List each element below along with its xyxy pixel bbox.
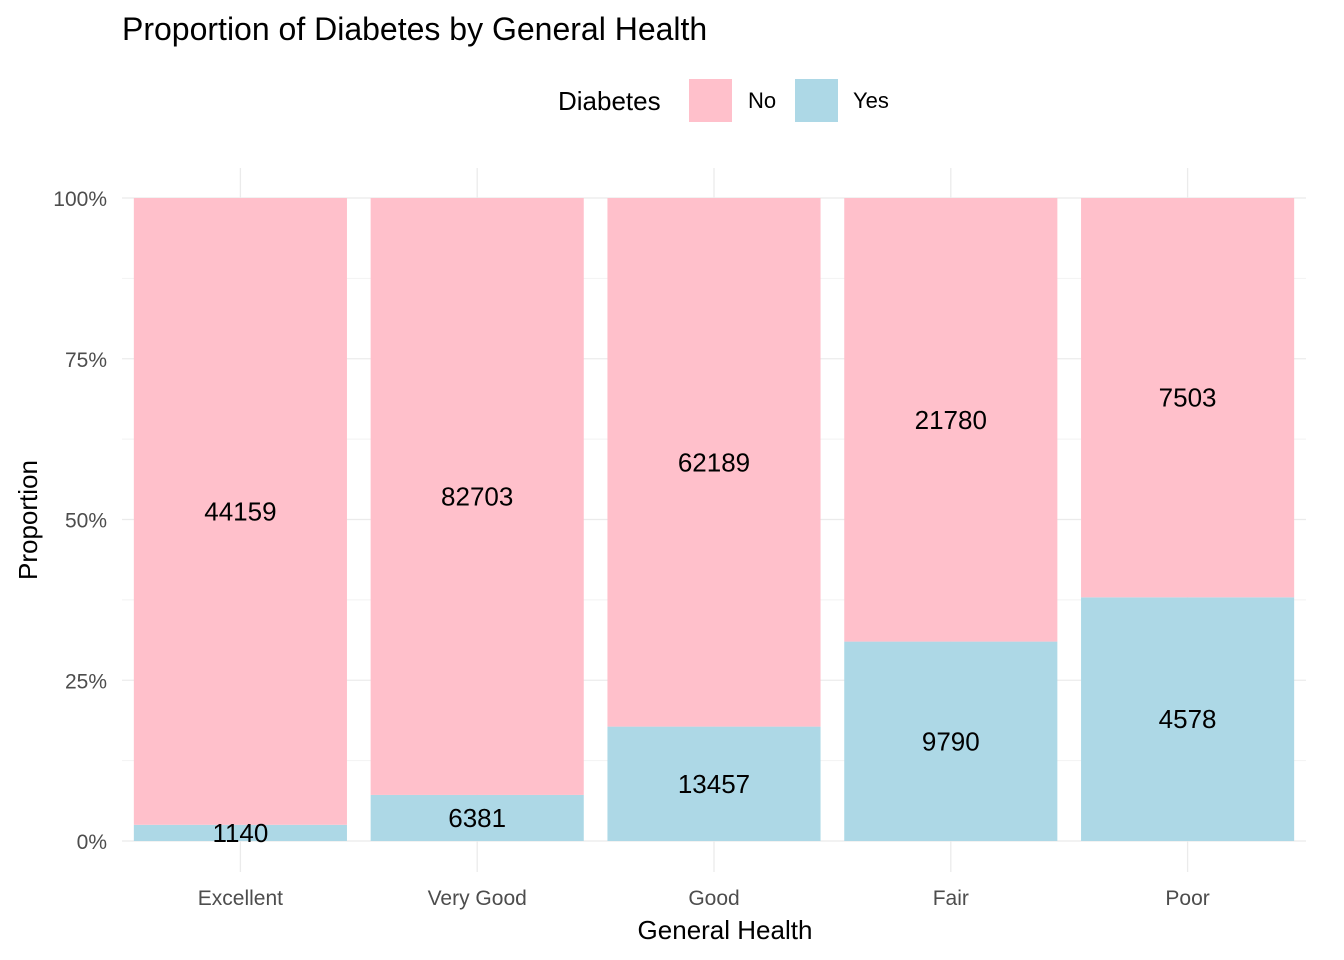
y-axis-title: Proportion <box>13 460 43 580</box>
chart-title: Proportion of Diabetes by General Health <box>122 11 707 47</box>
bar-value-label: 1140 <box>212 818 268 848</box>
y-tick-label: 75% <box>65 349 107 372</box>
bar-value-label: 7503 <box>1159 383 1217 413</box>
y-tick-label: 100% <box>53 188 107 211</box>
bars <box>133 198 1295 841</box>
bar-fair-yes <box>844 641 1058 841</box>
y-tick-label: 25% <box>65 670 107 693</box>
legend-label-yes: Yes <box>853 88 889 113</box>
bar-value-label: 9790 <box>922 726 980 756</box>
x-tick-label: Very Good <box>428 887 527 910</box>
bar-poor-no <box>1081 198 1295 598</box>
legend-swatch-no <box>689 79 732 122</box>
bar-labels: 1140 44159 6381 82703 13457 62189 9790 21780 457… <box>204 383 1216 848</box>
bar-good-no <box>607 198 821 727</box>
legend-label-no: No <box>748 88 776 113</box>
x-axis-ticks: Excellent Very Good Good Fair Poor <box>198 887 1210 910</box>
x-tick-label: Good <box>688 887 739 910</box>
legend: Diabetes No Yes <box>558 79 889 122</box>
bar-very-good-no <box>370 198 584 795</box>
x-tick-label: Excellent <box>198 887 283 910</box>
bar-excellent-yes <box>133 824 347 841</box>
bar-value-label: 4578 <box>1159 704 1217 734</box>
x-tick-label: Fair <box>933 887 969 910</box>
legend-title: Diabetes <box>558 86 661 116</box>
y-axis-ticks: 0% 25% 50% 75% 100% <box>53 188 107 854</box>
x-axis-title: General Health <box>638 915 813 945</box>
bar-value-label: 13457 <box>678 769 750 799</box>
y-tick-label: 50% <box>65 510 107 533</box>
bar-excellent-no <box>133 198 347 825</box>
x-tick-label: Poor <box>1165 887 1209 910</box>
bar-value-label: 6381 <box>448 803 506 833</box>
bar-fair-no <box>844 198 1058 642</box>
bar-value-label: 82703 <box>441 481 513 511</box>
legend-swatch-yes <box>795 79 838 122</box>
bar-good-yes <box>607 726 821 841</box>
bar-poor-yes <box>1081 597 1295 841</box>
bar-very-good-yes <box>370 794 584 841</box>
y-tick-label: 0% <box>77 831 107 854</box>
bar-value-label: 62189 <box>678 447 750 477</box>
bar-value-label: 21780 <box>915 405 987 435</box>
bar-value-label: 44159 <box>204 496 276 526</box>
